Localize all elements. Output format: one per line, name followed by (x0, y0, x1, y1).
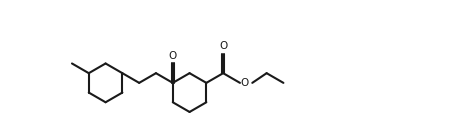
Text: O: O (169, 51, 177, 61)
Text: O: O (240, 78, 249, 88)
Text: O: O (219, 41, 227, 51)
